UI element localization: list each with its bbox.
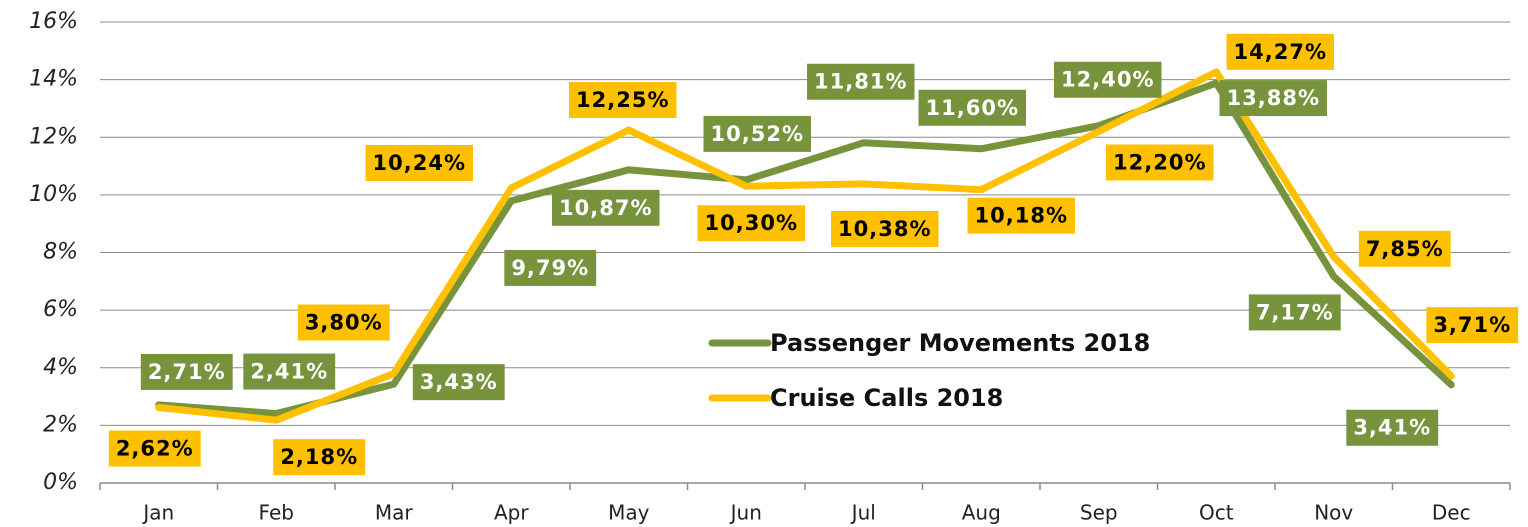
value-label-text: 11,81% (814, 70, 907, 94)
value-label-box (1226, 33, 1334, 70)
value-label-text: 3,43% (420, 370, 498, 394)
value-label: 12,40% (1054, 61, 1162, 98)
y-tick-label: 4% (43, 355, 78, 380)
value-label-box (807, 63, 915, 100)
value-label: 2,41% (243, 353, 336, 390)
value-label-text: 3,80% (305, 311, 383, 335)
value-label-box (569, 82, 677, 119)
value-label-text: 7,85% (1366, 237, 1444, 261)
y-tick-label: 10% (29, 182, 78, 207)
value-label: 9,79% (504, 249, 597, 286)
x-tick-label: Jun (729, 501, 762, 525)
y-tick-label: 14% (29, 67, 78, 92)
y-tick-label: 16% (29, 9, 78, 34)
x-tick-label: Jan (141, 501, 174, 525)
value-label-box (967, 197, 1075, 234)
y-tick-label: 6% (43, 297, 78, 322)
value-label-text: 14,27% (1234, 40, 1327, 64)
value-label-text: 7,17% (1256, 300, 1334, 324)
value-label: 10,30% (697, 205, 805, 242)
value-label: 10,87% (552, 189, 660, 226)
value-label-box (1219, 80, 1327, 117)
value-label-text: 2,41% (250, 360, 328, 384)
value-label-text: 10,38% (838, 217, 931, 241)
value-label: 13,88% (1219, 80, 1327, 117)
value-label: 7,17% (1248, 294, 1341, 331)
value-label-box (297, 304, 390, 341)
value-label-text: 2,62% (116, 437, 194, 461)
value-label-box (1426, 307, 1519, 344)
value-label-box (140, 353, 233, 390)
value-label-box (552, 189, 660, 226)
value-label-text: 13,88% (1227, 86, 1320, 110)
value-label: 11,81% (807, 63, 915, 100)
value-label: 12,20% (1106, 144, 1214, 181)
x-tick-label: Dec (1432, 501, 1471, 525)
value-label-box (1106, 144, 1214, 181)
x-tick-label: Oct (1199, 501, 1234, 525)
x-tick-label: Nov (1314, 501, 1353, 525)
value-label-box (1248, 294, 1341, 331)
value-label: 14,27% (1226, 33, 1334, 70)
value-label: 3,71% (1426, 307, 1519, 344)
value-label: 3,43% (412, 364, 505, 401)
value-label: 12,25% (569, 82, 677, 119)
value-label: 2,18% (273, 439, 366, 476)
value-label-box (273, 439, 366, 476)
value-label-box (1358, 230, 1451, 267)
value-label: 3,80% (297, 304, 390, 341)
value-label-text: 10,30% (705, 211, 798, 235)
value-label: 10,18% (967, 197, 1075, 234)
x-tick-label: Aug (962, 501, 1001, 525)
value-label-text: 10,18% (975, 204, 1068, 228)
x-tick-label: May (608, 501, 650, 525)
y-tick-label: 12% (29, 124, 78, 149)
value-label: 3,41% (1346, 409, 1439, 446)
value-label-text: 10,24% (373, 151, 466, 175)
value-label-box (831, 210, 939, 247)
value-label-box (1054, 61, 1162, 98)
value-label-box (412, 364, 505, 401)
value-label-text: 10,87% (559, 196, 652, 220)
x-tick-label: Apr (494, 501, 529, 525)
value-label-text: 2,18% (280, 445, 358, 469)
value-label-box (365, 144, 473, 181)
legend-label: Cruise Calls 2018 (770, 384, 1003, 412)
x-tick-label: Jul (850, 501, 876, 525)
value-label-box (108, 430, 201, 467)
value-label: 10,52% (703, 115, 811, 152)
x-tick-label: Mar (375, 501, 414, 525)
value-label-text: 3,71% (1433, 313, 1511, 337)
value-label: 2,71% (140, 353, 233, 390)
value-label: 11,60% (918, 89, 1026, 126)
value-label-text: 9,79% (511, 256, 589, 280)
value-label: 2,62% (108, 430, 201, 467)
x-tick-label: Sep (1080, 501, 1118, 525)
legend-label: Passenger Movements 2018 (770, 329, 1150, 357)
value-label: 10,24% (365, 144, 473, 181)
value-label-text: 10,52% (711, 122, 804, 146)
value-label: 7,85% (1358, 230, 1451, 267)
value-label-box (697, 205, 805, 242)
x-tick-label: Feb (259, 501, 294, 525)
value-label-text: 12,25% (576, 88, 669, 112)
value-label-text: 12,20% (1113, 150, 1206, 174)
value-label-box (243, 353, 336, 390)
value-label-box (703, 115, 811, 152)
value-label-box (504, 249, 597, 286)
value-label-text: 12,40% (1061, 68, 1154, 92)
y-tick-label: 8% (43, 240, 78, 265)
value-label-box (1346, 409, 1439, 446)
value-label-text: 11,60% (926, 96, 1019, 120)
y-tick-label: 0% (43, 470, 78, 495)
value-label-box (918, 89, 1026, 126)
value-label: 10,38% (831, 210, 939, 247)
value-label-text: 2,71% (148, 360, 226, 384)
y-tick-label: 2% (43, 412, 78, 437)
value-label-text: 3,41% (1353, 416, 1431, 440)
